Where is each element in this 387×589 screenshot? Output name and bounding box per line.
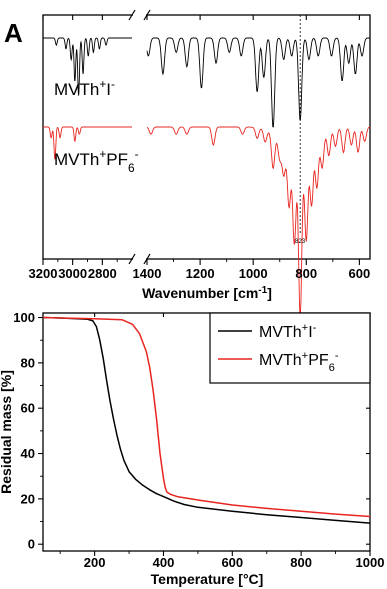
tga-y-ticks: 0 20 40 60 80 100 — [13, 310, 370, 552]
ir-x-tick-label: 600 — [349, 266, 371, 281]
ir-x-tick-label: 2800 — [88, 266, 117, 281]
ir-spectrum-chart: MVTh+I- MVTh+PF6- 3200 3000 2800 1400 1200 100… — [29, 9, 371, 317]
tga-x-ticks: 200 400 600 800 1000 — [59, 313, 385, 570]
ir-x-axis-title: Wavenumber [cm-1] — [142, 285, 272, 302]
tga-curve-pf6 — [42, 316, 371, 518]
tga-y-tick-label: 0 — [28, 537, 35, 552]
tga-x-tick-label: 1000 — [356, 555, 385, 570]
ir-curves — [43, 15, 371, 317]
tga-x-axis-title: Temperature [°C] — [151, 571, 264, 587]
tga-curve-iodide — [42, 316, 371, 524]
axis-break-gap — [133, 255, 146, 263]
ir-axis-break — [128, 9, 151, 265]
panel-label: A — [4, 18, 23, 48]
reference-peak-label: 823 — [295, 239, 306, 245]
ir-x-ticks: 3200 3000 2800 1400 1200 1000 800 600 — [29, 15, 371, 281]
tga-y-tick-label: 100 — [13, 310, 35, 325]
axis-break-slash — [143, 253, 151, 265]
ir-x-tick-label: 3200 — [29, 266, 58, 281]
axis-break-slash — [128, 9, 136, 21]
tga-x-tick-label: 200 — [84, 555, 106, 570]
ir-label-pf6: MVTh+PF6- — [54, 147, 139, 175]
ir-x-tick-label: 800 — [295, 266, 317, 281]
tga-chart: 200 400 600 800 1000 0 20 40 60 80 100 Temperatur… — [0, 310, 384, 587]
tga-x-tick-label: 400 — [153, 555, 175, 570]
legend-label-iodide: MVTh+I- — [259, 322, 317, 341]
ir-x-tick-label: 1000 — [239, 266, 268, 281]
ir-x-tick-label: 3000 — [58, 266, 87, 281]
axis-break-gap — [133, 11, 146, 19]
axis-break-slash — [128, 253, 136, 265]
ir-series-labels: MVTh+I- MVTh+PF6- — [54, 77, 139, 175]
tga-x-tick-label: 800 — [290, 555, 312, 570]
ir-x-tick-label: 1200 — [186, 266, 215, 281]
axis-break-slash — [143, 9, 151, 21]
legend-box — [209, 312, 371, 384]
tga-y-tick-label: 60 — [21, 401, 35, 416]
ir-curve-pf6-part1 — [43, 126, 132, 160]
legend-label-pf6: MVTh+PF6- — [259, 350, 339, 374]
tga-plot-frame — [42, 312, 371, 552]
tga-y-tick-label: 40 — [21, 446, 35, 461]
ir-curve-pf6-part2 — [146, 126, 371, 317]
ir-label-iodide: MVTh+I- — [54, 77, 115, 99]
ir-curve-iodide-part2 — [146, 37, 370, 128]
tga-y-tick-label: 20 — [21, 491, 35, 506]
tga-curves — [42, 316, 371, 524]
ir-x-tick-label: 1400 — [133, 266, 162, 281]
tga-x-tick-label: 600 — [221, 555, 243, 570]
tga-legend: MVTh+I- MVTh+PF6- — [209, 312, 371, 384]
ir-plot-frame — [42, 14, 371, 260]
tga-y-tick-label: 80 — [21, 355, 35, 370]
tga-y-axis-title: Residual mass [%] — [0, 370, 14, 494]
ir-curve-iodide-part1 — [43, 37, 132, 96]
